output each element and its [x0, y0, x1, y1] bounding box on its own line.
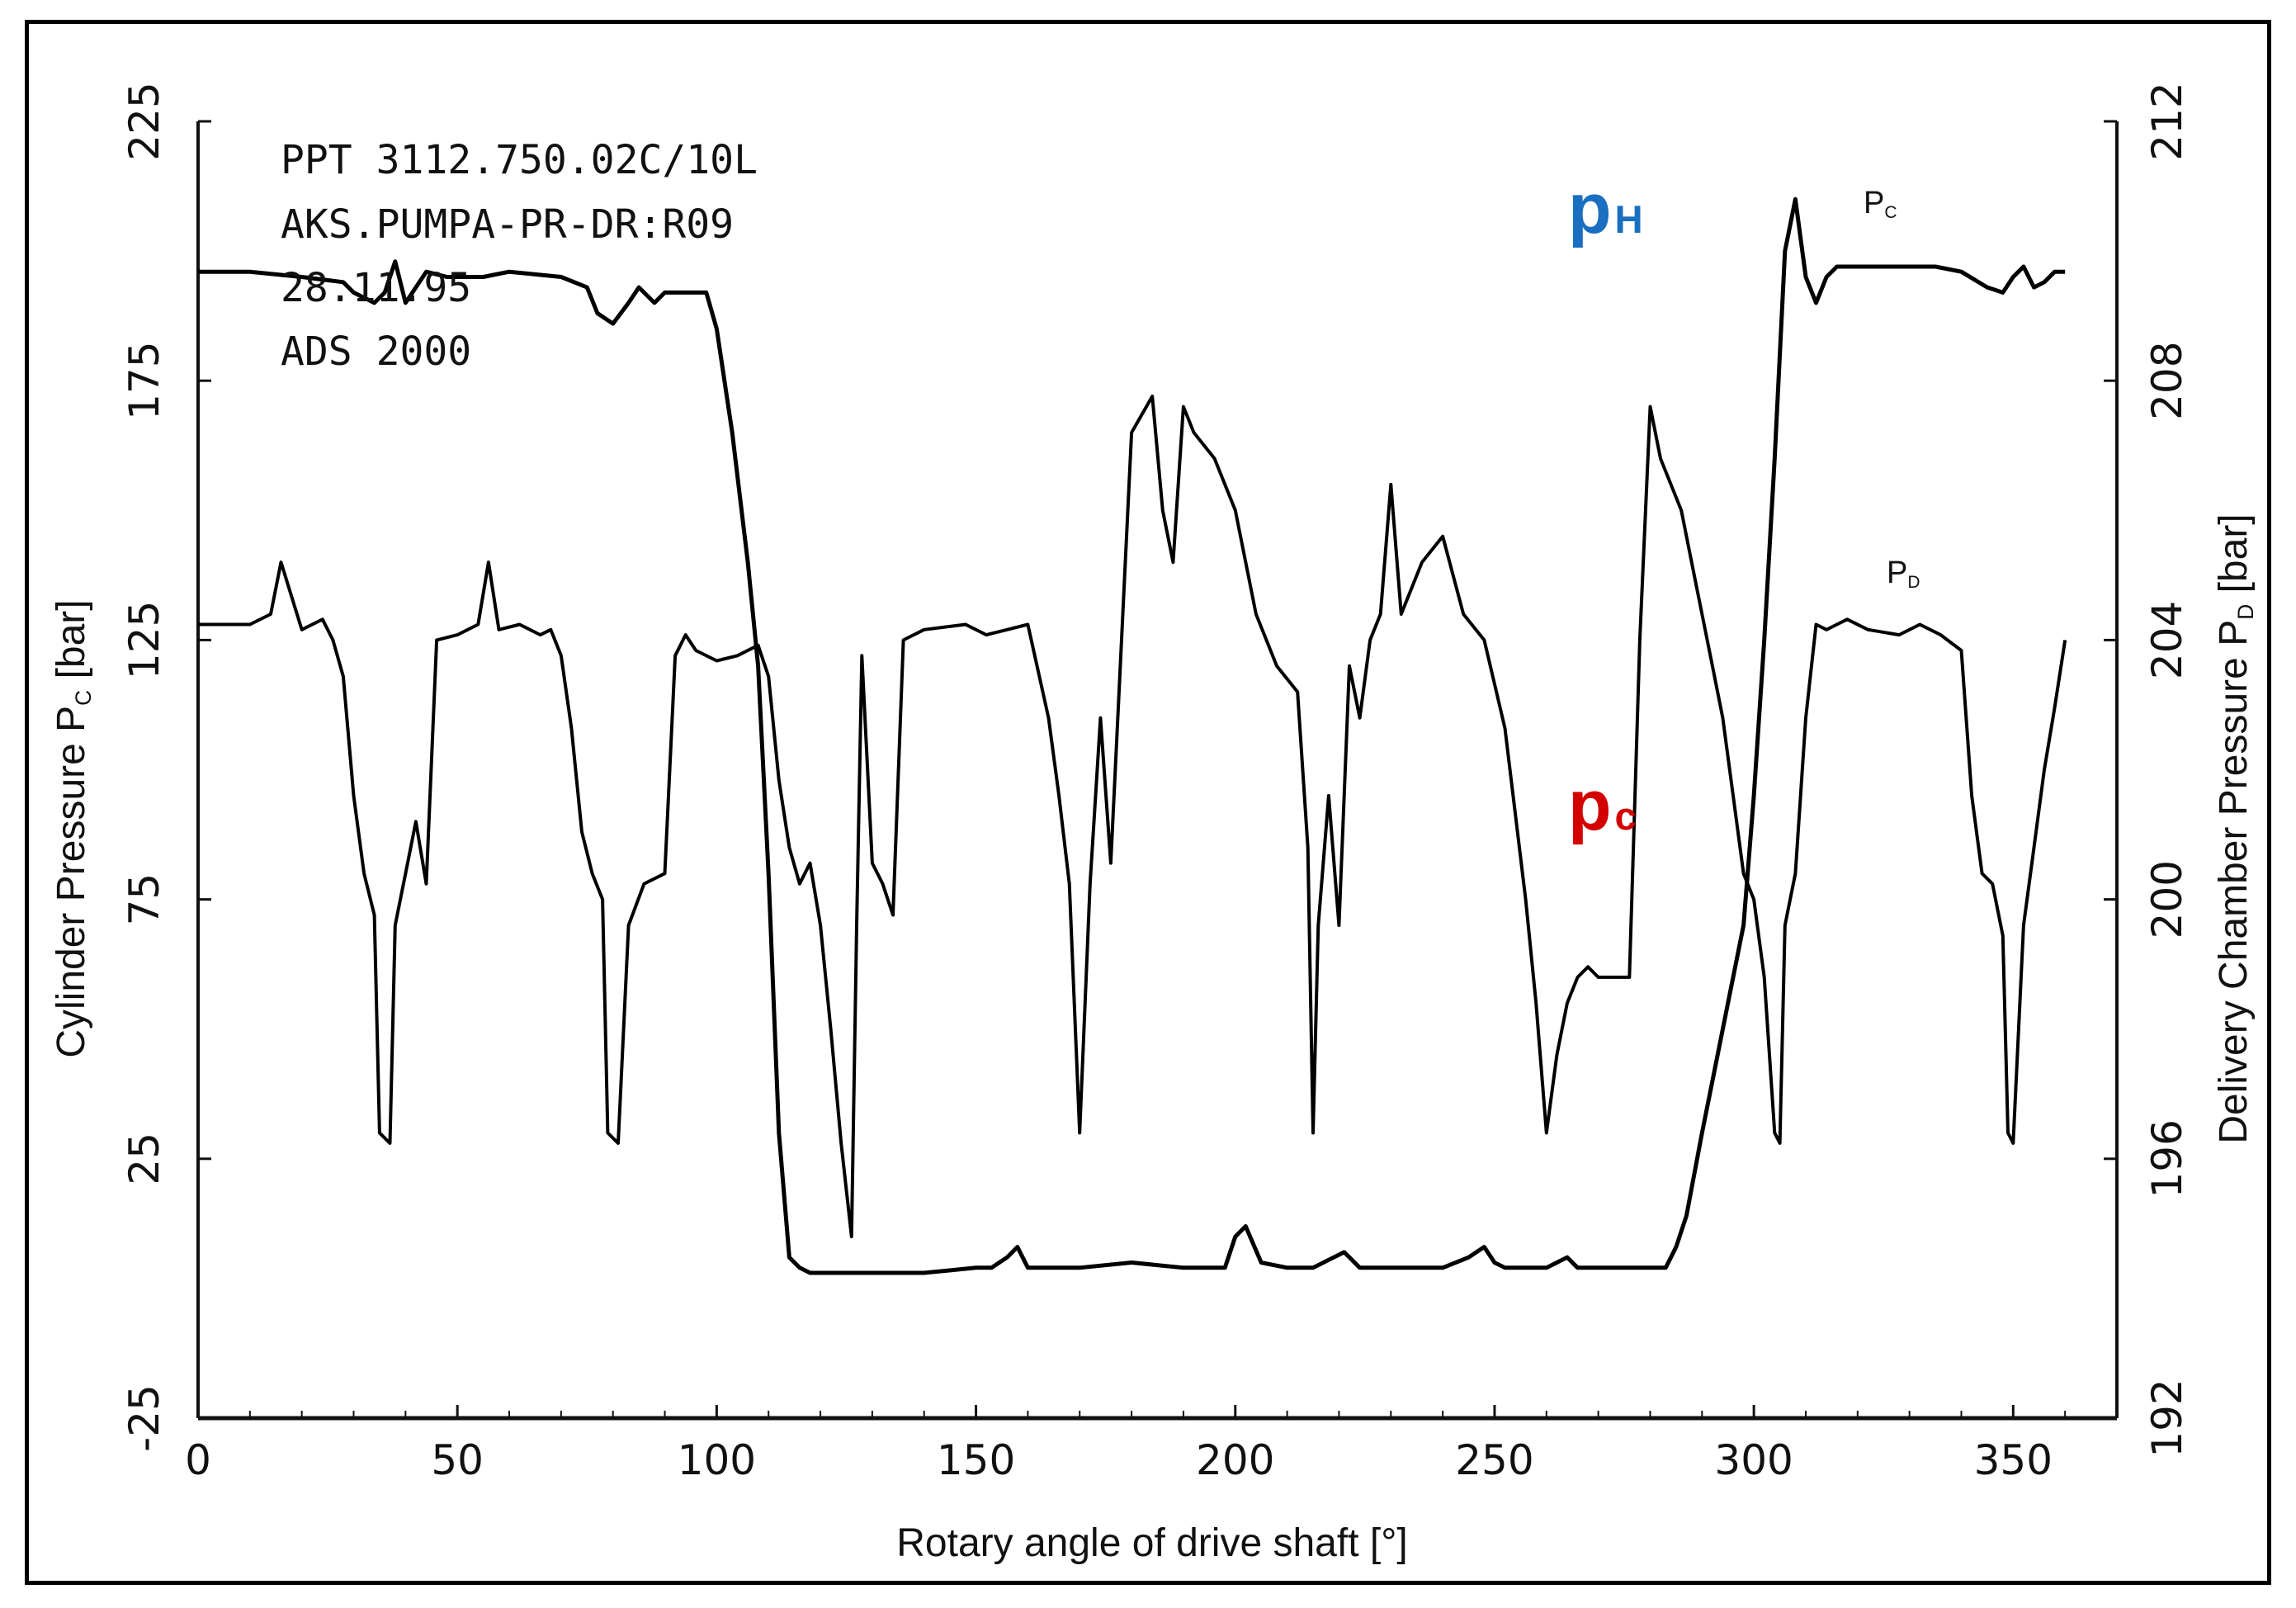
- y2-tick-label: 204: [2143, 601, 2191, 679]
- y2-tick-label: 212: [2143, 82, 2191, 160]
- x-tick-label: 350: [1974, 1436, 2053, 1484]
- header-line-2: AKS.PUMPA-PR-DR:R09: [281, 201, 734, 248]
- y2-tick-label: 196: [2143, 1119, 2191, 1198]
- axis-ticks: 0 50 100 150 200 250 300 350 225 175 125 75 25 -25 212…: [120, 82, 2191, 1484]
- x-tick-label: 150: [937, 1436, 1015, 1484]
- header-line-1: PPT 3112.750.02C/10L: [281, 137, 758, 183]
- pc-curve-label: PC: [1864, 186, 1897, 222]
- x-tick-label: 200: [1196, 1436, 1274, 1484]
- ph-big-label: pH: [1568, 169, 1643, 248]
- x-tick-label: 250: [1455, 1436, 1533, 1484]
- x-axis-title: Rotary angle of drive shaft [°]: [896, 1521, 1408, 1565]
- y-tick-label: 25: [120, 1133, 168, 1185]
- series-line-pc: [198, 196, 2066, 1275]
- y-tick-label: 75: [120, 873, 168, 926]
- header-line-3: 28.11.95: [281, 265, 471, 311]
- y-tick-label: -25: [120, 1384, 168, 1452]
- x-tick-label: 300: [1714, 1436, 1793, 1484]
- y2-tick-label: 208: [2143, 341, 2191, 419]
- x-tick-label: 0: [185, 1436, 211, 1484]
- x-tick-label: 100: [678, 1436, 756, 1484]
- y-tick-label: 175: [120, 341, 168, 419]
- y-tick-label: 125: [120, 601, 168, 679]
- series-line-pd: [198, 395, 2067, 1239]
- y-tick-label: 225: [120, 82, 168, 160]
- x-tick-label: 50: [431, 1436, 484, 1484]
- header-line-4: ADS 2000: [281, 329, 471, 375]
- pd-curve-label: PD: [1887, 556, 1920, 592]
- y-axis-title: Cylinder Pressure PC [bar]: [50, 599, 96, 1057]
- plot-area: [196, 121, 2119, 1421]
- y2-axis-title: Delivery Chamber Pressure PD [bar]: [2212, 513, 2258, 1143]
- pc-big-label: pc: [1568, 766, 1637, 845]
- y2-tick-label: 192: [2143, 1379, 2191, 1457]
- y2-tick-label: 200: [2143, 860, 2191, 939]
